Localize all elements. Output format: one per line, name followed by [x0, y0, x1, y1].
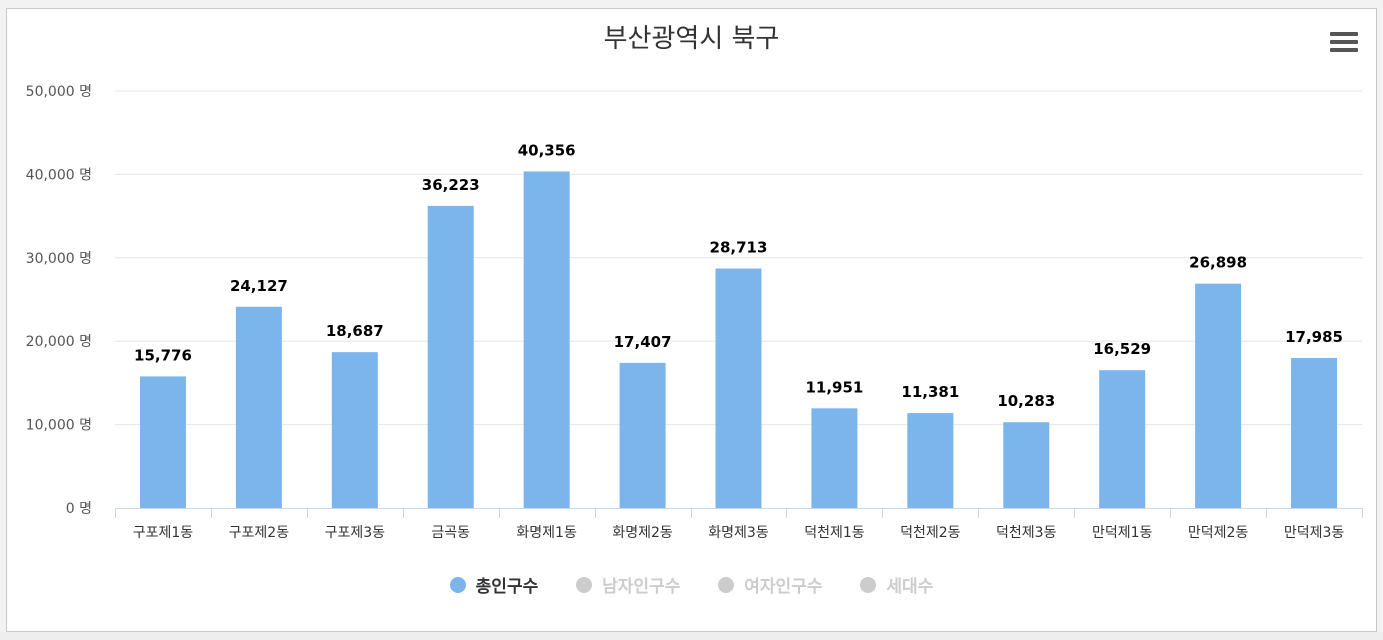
data-label: 17,985: [1285, 328, 1343, 346]
x-tick-label: 금곡동: [431, 525, 470, 541]
data-label: 16,529: [1093, 340, 1151, 358]
bar: [1003, 422, 1050, 508]
x-tick-label: 구포제3동: [325, 525, 386, 541]
legend-dot-icon: [718, 576, 735, 593]
legend-item-households[interactable]: 세대수: [860, 572, 933, 597]
x-tick-label: 덕천제1동: [804, 525, 865, 541]
y-tick-label: 20,000 명: [26, 334, 92, 350]
data-label: 11,951: [805, 378, 863, 396]
bar: [331, 352, 378, 508]
legend-dot-icon: [449, 576, 466, 593]
bar: [1291, 358, 1338, 508]
hamburger-menu-icon[interactable]: [1330, 32, 1358, 54]
data-label: 10,283: [997, 392, 1055, 410]
x-tick-label: 화명제3동: [708, 525, 769, 541]
data-label: 24,127: [230, 277, 288, 295]
x-tick-label: 만덕제3동: [1284, 525, 1345, 541]
data-label: 17,407: [614, 333, 672, 351]
bar: [811, 408, 858, 508]
bar: [139, 376, 186, 508]
legend-dot-icon: [860, 576, 877, 593]
legend-label: 총인구수: [475, 577, 539, 597]
x-tick-label: 화명제1동: [516, 525, 577, 541]
x-tick-label: 화명제2동: [612, 525, 673, 541]
x-tick-label: 구포제2동: [229, 525, 290, 541]
bar: [619, 362, 666, 508]
legend-label: 여자인구수: [744, 577, 823, 597]
bar: [1195, 283, 1242, 508]
x-tick-label: 만덕제2동: [1188, 525, 1249, 541]
bar: [907, 413, 954, 508]
data-label: 11,381: [901, 383, 959, 401]
bar: [715, 268, 762, 508]
bar: [523, 171, 570, 508]
chart-title: 부산광역시 북구: [603, 24, 780, 54]
legend-item-female[interactable]: 여자인구수: [718, 572, 822, 597]
data-label: 18,687: [326, 322, 384, 340]
legend-label: 세대수: [886, 577, 934, 597]
data-label: 28,713: [710, 239, 768, 257]
legend-dot-icon: [576, 576, 593, 593]
y-tick-label: 50,000 명: [26, 84, 92, 100]
y-tick-label: 10,000 명: [26, 418, 92, 434]
bar: [427, 205, 474, 508]
bottom-strip: [0, 632, 1383, 640]
data-label: 40,356: [518, 141, 576, 159]
legend-item-male[interactable]: 남자인구수: [576, 572, 680, 597]
data-label: 15,776: [134, 346, 192, 364]
bar: [1099, 370, 1146, 508]
y-tick-label: 0 명: [66, 501, 92, 517]
legend-label: 남자인구수: [602, 577, 681, 597]
data-label: 36,223: [422, 176, 480, 194]
chart-container: [6, 8, 1377, 632]
x-tick-label: 덕천제2동: [900, 525, 961, 541]
y-tick-label: 30,000 명: [26, 251, 92, 267]
legend: 총인구수 남자인구수 여자인구수 세대수: [0, 572, 1383, 598]
y-tick-label: 40,000 명: [26, 167, 92, 183]
bar: [235, 306, 282, 508]
legend-item-total[interactable]: 총인구수: [449, 572, 539, 597]
data-label: 26,898: [1189, 254, 1247, 272]
x-tick-label: 덕천제3동: [996, 525, 1057, 541]
x-tick-label: 구포제1동: [133, 525, 194, 541]
x-tick-label: 만덕제1동: [1092, 525, 1153, 541]
